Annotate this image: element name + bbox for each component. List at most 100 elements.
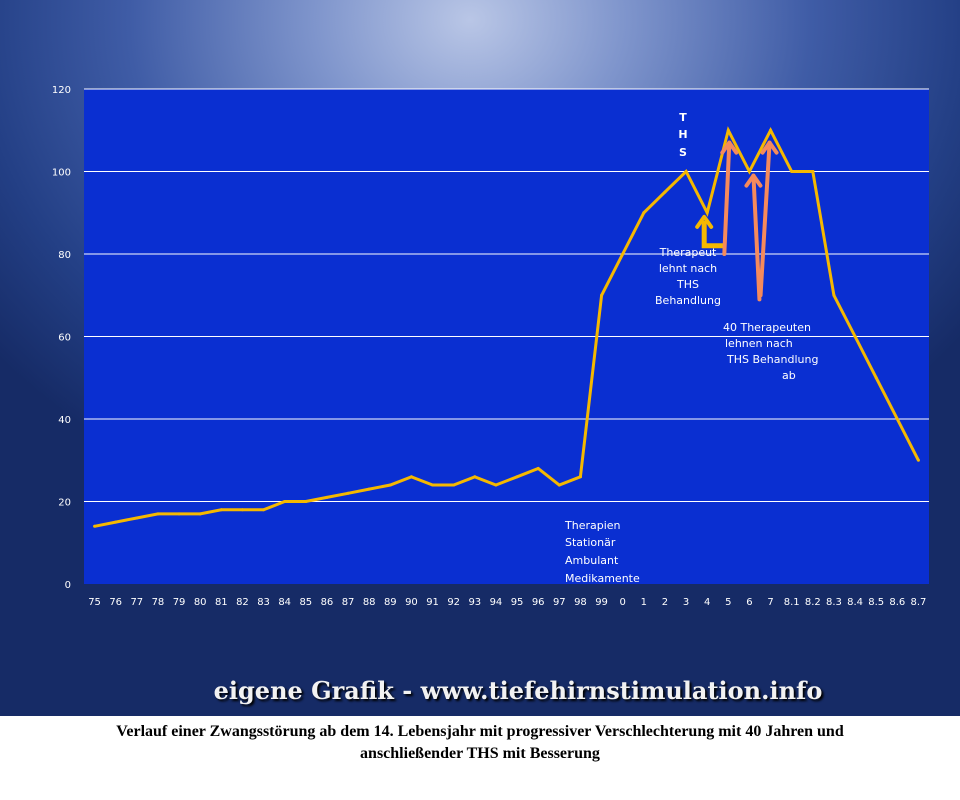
data-point	[790, 170, 794, 173]
x-tick-label: 86	[321, 597, 334, 608]
x-tick-label: 90	[405, 597, 418, 608]
x-tick-label: 99	[595, 597, 608, 608]
source-label: eigene Grafik - www.tiefehirnstimulation…	[213, 676, 823, 705]
y-tick-label: 100	[52, 168, 71, 179]
data-point	[747, 170, 751, 173]
annotation-arrows	[695, 140, 779, 302]
data-point	[346, 491, 350, 495]
ths-letter-h: H	[678, 128, 687, 141]
series-line	[94, 126, 920, 528]
orange-arrow-1-head	[720, 140, 739, 155]
therapies-line-2: Stationär	[565, 536, 616, 549]
x-tick-label: 76	[109, 597, 122, 608]
data-point	[473, 475, 477, 479]
x-tick-label: 91	[426, 597, 439, 608]
therapists-forty-line-3: THS Behandlung	[726, 353, 818, 366]
figure-background: 0 20 40 60 80 100 120 75 76 77 78 79 80 81 82 83 84 85 86…	[0, 0, 960, 716]
data-point	[452, 483, 456, 487]
x-tick-label: 78	[152, 597, 165, 608]
data-point	[578, 475, 582, 479]
x-tick-label: 97	[553, 597, 566, 608]
data-point	[642, 211, 646, 215]
data-point	[431, 483, 435, 487]
data-point	[705, 211, 709, 215]
gridlines	[84, 88, 929, 502]
orange-arrow-3-shaft	[758, 140, 772, 298]
x-tick-label: 7	[767, 597, 773, 608]
orange-arrow-1-shaft	[722, 140, 732, 256]
x-tick-label: 80	[194, 597, 207, 608]
data-point	[769, 128, 773, 132]
x-tick-label: 75	[88, 597, 101, 608]
data-point	[684, 170, 688, 173]
data-point	[93, 524, 97, 528]
data-point	[156, 512, 160, 516]
x-tick-label: 96	[532, 597, 545, 608]
data-point	[600, 293, 604, 297]
x-tick-label: 8.7	[910, 597, 926, 608]
x-tick-label: 77	[130, 597, 143, 608]
x-tick-label: 87	[342, 597, 355, 608]
data-point	[409, 475, 413, 479]
data-point	[325, 495, 329, 499]
therapists-forty-line-2: lehnen nach	[725, 337, 793, 350]
x-tick-label: 98	[574, 597, 587, 608]
therapies-line-3: Ambulant	[565, 554, 619, 567]
therapies-line-4: Medikamente	[565, 572, 640, 585]
data-point	[135, 516, 139, 520]
x-tick-label: 4	[704, 597, 710, 608]
data-point	[262, 508, 266, 512]
ths-letter-t: T	[679, 111, 687, 124]
y-tick-label: 20	[58, 498, 71, 509]
data-point	[177, 512, 181, 516]
y-tick-label: 80	[58, 250, 71, 261]
x-tick-label: 1	[641, 597, 647, 608]
x-axis-ticks: 75 76 77 78 79 80 81 82 83 84 85 86 87 88 89 90 91 92 93 94…	[88, 597, 926, 608]
orange-arrow-3-head	[760, 140, 779, 155]
x-tick-label: 84	[278, 597, 291, 608]
data-point	[219, 508, 223, 512]
y-tick-label: 40	[58, 415, 71, 426]
figure-caption: Verlauf einer Zwangsstörung ab dem 14. L…	[6, 721, 954, 765]
caption-line-1: Verlauf einer Zwangsstörung ab dem 14. L…	[116, 723, 844, 740]
data-point	[916, 458, 920, 462]
x-tick-label: 8.4	[847, 597, 863, 608]
therapist-one-line-3: THS	[676, 278, 699, 291]
x-tick-label: 85	[299, 597, 312, 608]
therapists-forty-line-1: 40 Therapeuten	[723, 321, 811, 334]
data-point	[557, 483, 561, 487]
x-tick-label: 92	[447, 597, 460, 608]
x-tick-label: 6	[746, 597, 752, 608]
x-tick-label: 3	[683, 597, 689, 608]
data-point	[304, 500, 308, 503]
x-tick-label: 82	[236, 597, 249, 608]
data-point	[283, 500, 287, 503]
data-series	[93, 126, 920, 528]
data-point	[515, 475, 519, 479]
data-point	[114, 520, 118, 524]
x-tick-label: 8.5	[868, 597, 884, 608]
data-point	[494, 483, 498, 487]
x-tick-label: 95	[511, 597, 524, 608]
y-tick-label: 0	[65, 580, 71, 591]
data-point	[663, 190, 667, 194]
x-tick-label: 2	[662, 597, 668, 608]
x-tick-label: 0	[620, 597, 626, 608]
x-tick-label: 79	[173, 597, 186, 608]
y-axis-ticks: 0 20 40 60 80 100 120	[52, 85, 71, 591]
x-tick-label: 89	[384, 597, 397, 608]
x-tick-label: 8.1	[784, 597, 800, 608]
data-point	[726, 128, 730, 132]
data-point	[811, 170, 815, 173]
data-point	[832, 293, 836, 297]
data-point	[621, 252, 625, 256]
x-tick-label: 81	[215, 597, 228, 608]
x-tick-label: 8.3	[826, 597, 842, 608]
data-point	[240, 508, 244, 512]
therapist-one-line-4: Behandlung	[655, 294, 721, 307]
x-tick-label: 94	[490, 597, 503, 608]
data-point	[388, 483, 392, 487]
orange-arrow-2-head	[744, 173, 763, 188]
x-tick-label: 8.6	[889, 597, 905, 608]
